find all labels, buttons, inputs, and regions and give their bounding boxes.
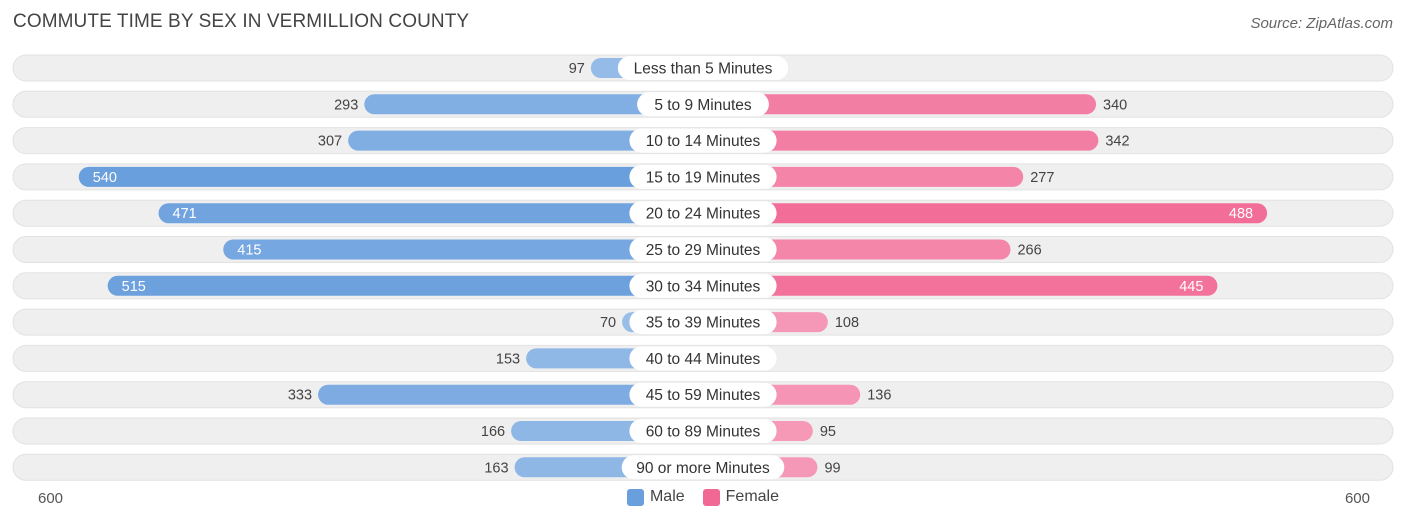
category-label: Less than 5 Minutes: [634, 61, 773, 78]
female-value-label: 99: [824, 460, 840, 476]
female-bar: [703, 275, 1218, 296]
legend: Male Female: [0, 488, 1406, 506]
female-bar: [703, 239, 1011, 260]
male-bar: [223, 239, 703, 260]
category-pill: [629, 164, 777, 189]
female-value-label: 340: [1103, 97, 1127, 113]
category-label: 90 or more Minutes: [636, 460, 770, 477]
category-pill: [629, 128, 777, 153]
male-bar: [107, 275, 703, 296]
female-value-label: 108: [835, 315, 859, 331]
female-bar: [703, 94, 1097, 115]
category-label: 45 to 59 Minutes: [646, 387, 761, 404]
source-credit: Source: ZipAtlas.com: [1250, 15, 1393, 32]
male-value-label: 166: [481, 424, 505, 440]
legend-swatch-male: [626, 488, 644, 506]
male-bar: [318, 384, 703, 405]
male-value-label: 307: [318, 134, 342, 150]
male-bar: [364, 94, 703, 115]
legend-item-female[interactable]: Female: [702, 488, 780, 506]
female-value-label: 342: [1105, 134, 1129, 150]
category-pill: [629, 382, 777, 407]
category-label: 15 to 19 Minutes: [646, 169, 761, 186]
female-value-label: 136: [867, 388, 891, 404]
male-bar: [158, 203, 704, 224]
category-pill: [629, 201, 777, 226]
category-label: 60 to 89 Minutes: [646, 424, 761, 441]
male-value-label: 293: [334, 97, 358, 113]
male-value-label: 471: [173, 206, 197, 222]
female-value-label: 277: [1030, 170, 1054, 186]
axis-label-left: 600: [38, 490, 64, 507]
male-value-label: 515: [122, 279, 146, 295]
female-value-label: 488: [1229, 206, 1253, 222]
legend-swatch-female: [702, 488, 720, 506]
female-bar: [703, 166, 1024, 187]
male-value-label: 70: [600, 315, 616, 331]
male-value-label: 540: [93, 170, 117, 186]
category-label: 20 to 24 Minutes: [646, 206, 761, 223]
category-pill: [629, 419, 777, 443]
category-label: 10 to 14 Minutes: [646, 133, 761, 150]
category-pill: [629, 273, 777, 298]
female-bar: [703, 203, 1268, 224]
category-pill: [621, 455, 785, 480]
category-label: 35 to 39 Minutes: [646, 315, 761, 332]
axis-label-right: 600: [1344, 490, 1370, 507]
category-label: 40 to 44 Minutes: [646, 351, 761, 368]
category-label: 25 to 29 Minutes: [646, 242, 761, 259]
category-pill: [637, 92, 769, 117]
male-bar: [78, 166, 703, 187]
legend-label-male: Male: [649, 488, 685, 505]
female-value-label: 95: [820, 424, 836, 440]
male-value-label: 163: [484, 460, 508, 476]
category-pill: [629, 346, 777, 371]
category-label: 30 to 34 Minutes: [646, 278, 761, 295]
male-value-label: 415: [237, 243, 261, 259]
female-value-label: 445: [1179, 279, 1203, 295]
legend-item-male[interactable]: Male: [626, 488, 685, 506]
category-label: 5 to 9 Minutes: [654, 97, 752, 114]
category-pill: [629, 310, 777, 335]
legend-label-female: Female: [725, 488, 780, 505]
category-pill: [617, 56, 789, 80]
category-pill: [629, 237, 777, 262]
female-value-label: 266: [1017, 243, 1041, 259]
male-value-label: 153: [496, 351, 520, 367]
female-bar: [703, 130, 1099, 151]
male-value-label: 333: [288, 388, 312, 404]
chart-title: COMMUTE TIME BY SEX IN VERMILLION COUNTY: [13, 11, 470, 32]
male-value-label: 97: [569, 61, 585, 77]
male-bar: [348, 130, 703, 151]
